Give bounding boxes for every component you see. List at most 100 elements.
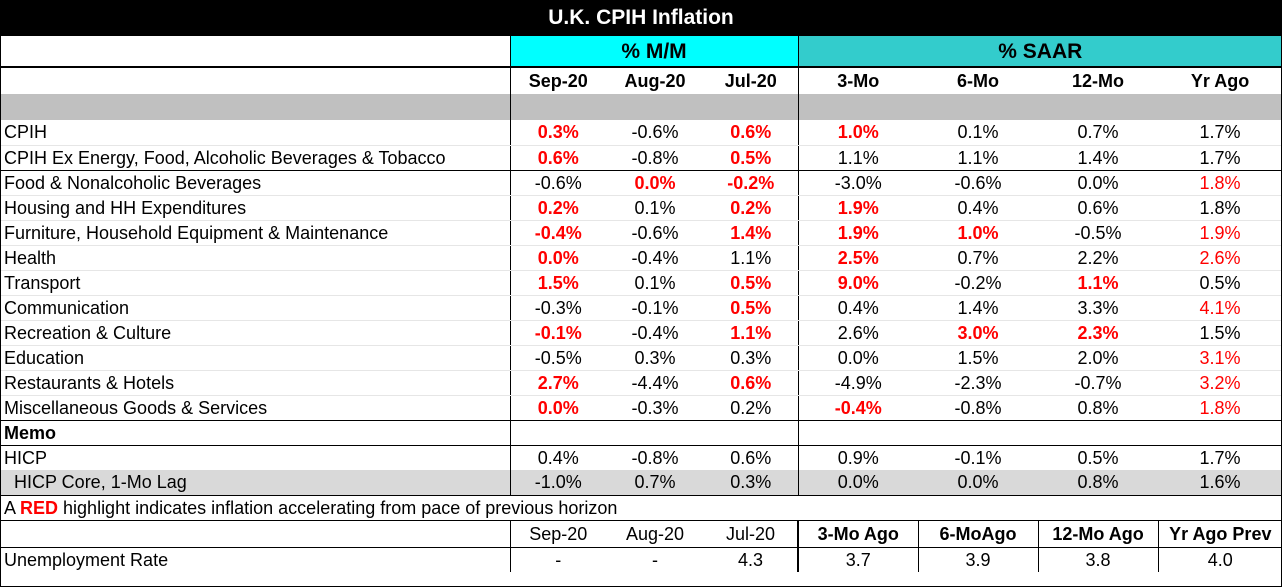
- cell: -3.0%: [797, 170, 919, 196]
- cell: -: [606, 546, 704, 572]
- cell: 0.8%: [1038, 470, 1159, 495]
- table-title: U.K. CPIH Inflation: [0, 0, 1282, 36]
- unemployment-header-row: Sep-20 Aug-20 Jul-20 3-Mo Ago 6-MoAgo 12…: [0, 520, 1282, 547]
- cell: 0.2%: [509, 195, 606, 221]
- cell: 1.4%: [704, 220, 799, 246]
- table-row: CPIH 0.3% -0.6% 0.6% 1.0% 0.1% 0.7% 1.7%: [0, 120, 1282, 146]
- cell: 0.1%: [918, 120, 1039, 146]
- cell: 0.6%: [509, 145, 606, 171]
- cell: 0.0%: [918, 470, 1039, 495]
- cell: -4.9%: [797, 370, 919, 396]
- table-row: Communication -0.3% -0.1% 0.5% 0.4% 1.4%…: [0, 295, 1282, 321]
- cell: 1.5%: [509, 270, 606, 296]
- cell: 0.0%: [606, 170, 704, 196]
- cell: 0.0%: [1038, 170, 1159, 196]
- cell: -0.1%: [509, 320, 606, 346]
- footnote: A RED highlight indicates inflation acce…: [0, 494, 1282, 521]
- cell: 2.0%: [1038, 345, 1159, 371]
- cell: 0.5%: [704, 145, 799, 171]
- row-label: CPIH: [0, 120, 510, 146]
- gray-spacer-row: [0, 94, 1282, 120]
- cell: -: [509, 546, 606, 572]
- cell: -0.1%: [606, 295, 704, 321]
- group-header-row: % M/M % SAAR: [0, 36, 1282, 68]
- cell: 0.7%: [1038, 120, 1159, 146]
- cell: 3.1%: [1158, 345, 1282, 371]
- cell: 0.6%: [704, 120, 799, 146]
- cell: -0.8%: [631, 447, 679, 468]
- table-row: Furniture, Household Equipment & Mainten…: [0, 220, 1282, 246]
- cell: 9.0%: [797, 270, 919, 296]
- cell: 1.8%: [1158, 395, 1282, 421]
- table-row: Recreation & Culture -0.1% -0.4% 1.1% 2.…: [0, 320, 1282, 346]
- cell: 4.3: [704, 546, 799, 572]
- cell: 0.4%: [918, 195, 1039, 221]
- cell: -0.7%: [1038, 370, 1159, 396]
- cell: 1.8%: [1158, 195, 1282, 221]
- cell: 1.1%: [1038, 270, 1159, 296]
- cell: 0.3%: [704, 470, 799, 495]
- cell: 0.3%: [606, 345, 704, 371]
- group-header-saar: % SAAR: [797, 36, 1282, 68]
- column-header: 6-MoAgo: [917, 520, 1039, 547]
- cell: -0.8%: [918, 395, 1039, 421]
- cell: -0.5%: [509, 345, 606, 371]
- table-row: CPIH Ex Energy, Food, Alcoholic Beverage…: [0, 145, 1282, 171]
- cell: 0.2%: [704, 395, 799, 421]
- column-header: Sep-20: [509, 67, 606, 94]
- column-header: 12-Mo: [1072, 71, 1125, 91]
- cell: 2.6%: [1158, 245, 1282, 271]
- cell: -0.8%: [606, 145, 704, 171]
- row-label: Recreation & Culture: [0, 320, 510, 346]
- cell: -0.6%: [509, 170, 606, 196]
- cell: 2.7%: [509, 370, 606, 396]
- cell: 0.0%: [509, 245, 606, 271]
- cell: -0.6%: [606, 120, 704, 146]
- row-label: HICP Core, 1-Mo Lag: [0, 470, 510, 495]
- row-label: Furniture, Household Equipment & Mainten…: [0, 220, 510, 246]
- column-header: Jul-20: [726, 523, 776, 544]
- cell: 1.6%: [1158, 470, 1282, 495]
- cell: 0.4%: [509, 445, 606, 470]
- row-label: Housing and HH Expenditures: [0, 195, 510, 221]
- row-label: Miscellaneous Goods & Services: [0, 395, 510, 421]
- table-row: Education -0.5% 0.3% 0.3% 0.0% 1.5% 2.0%…: [0, 345, 1282, 371]
- row-label: HICP: [4, 447, 48, 468]
- cell: 1.0%: [797, 120, 919, 146]
- row-label: Unemployment Rate: [0, 546, 510, 572]
- cell: 0.0%: [797, 470, 919, 495]
- cell: 0.3%: [704, 345, 799, 371]
- column-header: Yr Ago Prev: [1157, 520, 1282, 547]
- cell: 1.5%: [918, 345, 1039, 371]
- cell: 1.1%: [918, 145, 1039, 171]
- table-row: Transport 1.5% 0.1% 0.5% 9.0% -0.2% 1.1%…: [0, 270, 1282, 296]
- cell: 4.0: [1157, 546, 1282, 572]
- cell: 1.1%: [704, 245, 799, 271]
- cell: -0.5%: [1038, 220, 1159, 246]
- cell: -0.6%: [918, 170, 1039, 196]
- cell: 1.4%: [918, 295, 1039, 321]
- row-label: Restaurants & Hotels: [0, 370, 510, 396]
- table-row: HICP 0.4% -0.8% 0.6% 0.9% -0.1% 0.5% 1.7…: [0, 445, 1282, 470]
- column-header: 6-Mo: [957, 71, 1000, 91]
- cell: 1.7%: [1158, 145, 1282, 171]
- cell: 0.3%: [509, 120, 606, 146]
- cell: 3.9: [917, 546, 1039, 572]
- table-row: Food & Nonalcoholic Beverages -0.6% 0.0%…: [0, 170, 1282, 196]
- cell: 1.9%: [797, 195, 919, 221]
- table-row: Health 0.0% -0.4% 1.1% 2.5% 0.7% 2.2% 2.…: [0, 245, 1282, 271]
- cell: 1.1%: [797, 145, 919, 171]
- column-header: Aug-20: [625, 523, 685, 544]
- cell: 3.0%: [918, 320, 1039, 346]
- cell: 0.8%: [1038, 395, 1159, 421]
- memo-label: Memo: [0, 420, 510, 446]
- cell: 0.5%: [704, 270, 799, 296]
- cell: 0.6%: [704, 370, 799, 396]
- unemployment-row: Unemployment Rate - - 4.3 3.7 3.9 3.8 4.…: [0, 546, 1282, 572]
- cell: 0.7%: [606, 470, 704, 495]
- cell: -4.4%: [606, 370, 704, 396]
- cell: -0.3%: [606, 395, 704, 421]
- cell: 1.9%: [1158, 220, 1282, 246]
- cell: 3.8: [1037, 546, 1159, 572]
- table-row: Restaurants & Hotels 2.7% -4.4% 0.6% -4.…: [0, 370, 1282, 396]
